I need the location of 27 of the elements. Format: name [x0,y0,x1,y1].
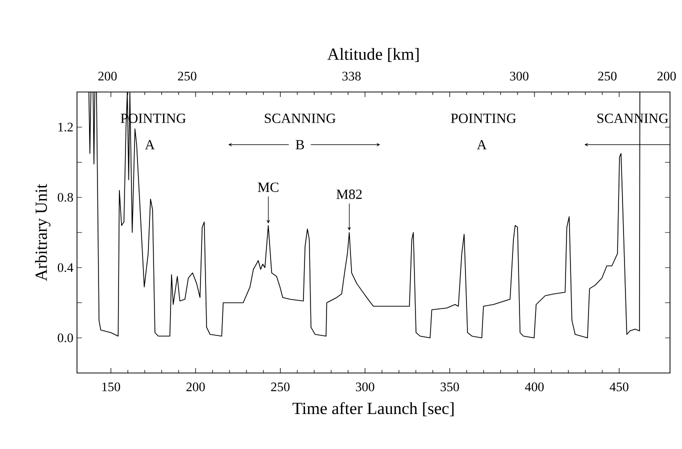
x2-axis-title: Altitude [km] [327,48,419,62]
text: 300 [510,72,528,80]
annotation: MC [258,182,278,192]
x-tick-label: 450 [610,382,628,392]
y-tick-label: 0.0 [58,333,73,342]
x-tick-label: 400 [525,382,544,392]
text: 250 [598,72,617,80]
annotation: POINTING [450,114,516,124]
annotation: M82 [336,190,362,199]
x-tick-label: 350 [440,382,459,392]
x-tick-label: 300 [356,382,374,392]
annotation: SCANNING [264,114,336,124]
text: 200 [657,72,676,80]
y-tick-label: 1.2 [58,122,73,132]
x-tick-label: 200 [186,382,205,392]
y-tick-label: 0.8 [58,192,73,202]
annotation: A [476,140,487,150]
text: 200 [98,72,117,80]
y-tick-label: 0.4 [58,263,74,272]
x-axis-title: Time after Launch [sec] [292,402,454,416]
annotation: B [296,140,304,150]
annotation: A [144,140,155,150]
text: 338 [342,72,361,80]
y-axis-title: Arbitrary Unit [35,184,50,282]
x-tick-label: 250 [271,382,290,392]
text: 250 [178,72,196,80]
x-tick-label: 150 [102,382,120,392]
